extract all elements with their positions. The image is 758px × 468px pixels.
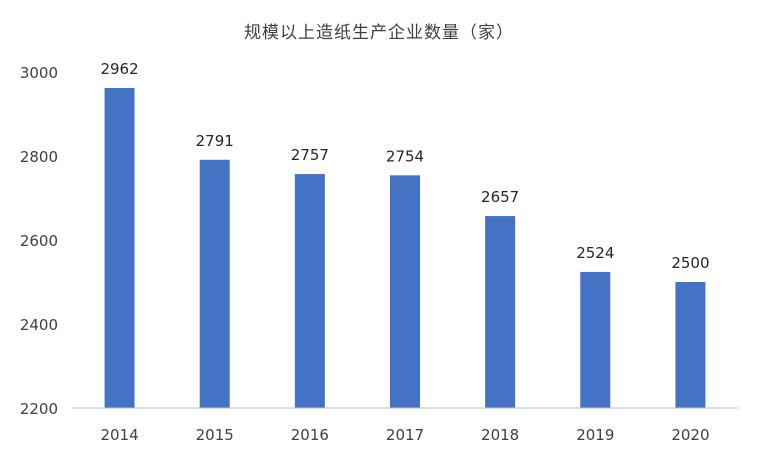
data-label: 2500	[671, 254, 709, 272]
y-tick-label: 2400	[20, 316, 58, 334]
x-tick-label: 2017	[386, 426, 424, 444]
bar-2019	[580, 271, 611, 408]
bar-2015	[199, 159, 230, 408]
data-label: 2962	[100, 60, 138, 78]
data-label: 2754	[386, 147, 424, 165]
chart-title: 规模以上造纸生产企业数量（家）	[244, 23, 514, 43]
x-tick-label: 2019	[576, 426, 614, 444]
y-axis-ticks: 2200 2400 2600 2800 3000	[20, 64, 58, 418]
x-axis-ticks: 2014 2015 2016 2017 2018 2019 2020	[100, 426, 709, 444]
data-label: 2757	[291, 146, 329, 164]
bar-2016	[294, 174, 325, 408]
x-tick-label: 2016	[291, 426, 329, 444]
y-tick-label: 3000	[20, 64, 58, 82]
bars	[104, 87, 706, 409]
data-label: 2657	[481, 188, 519, 206]
bar-2020	[675, 282, 706, 408]
bar-2014	[104, 87, 135, 409]
x-tick-label: 2018	[481, 426, 519, 444]
x-tick-label: 2020	[671, 426, 709, 444]
y-tick-label: 2800	[20, 148, 58, 166]
bar-2018	[485, 216, 516, 408]
bar-2017	[390, 175, 420, 408]
y-tick-label: 2600	[20, 232, 58, 250]
y-tick-label: 2200	[20, 400, 58, 418]
x-tick-label: 2015	[196, 426, 234, 444]
data-labels: 2962 2791 2757 2754 2657 2524 2500	[100, 60, 709, 272]
x-tick-label: 2014	[100, 426, 138, 444]
data-label: 2791	[196, 132, 234, 150]
data-label: 2524	[576, 244, 614, 262]
